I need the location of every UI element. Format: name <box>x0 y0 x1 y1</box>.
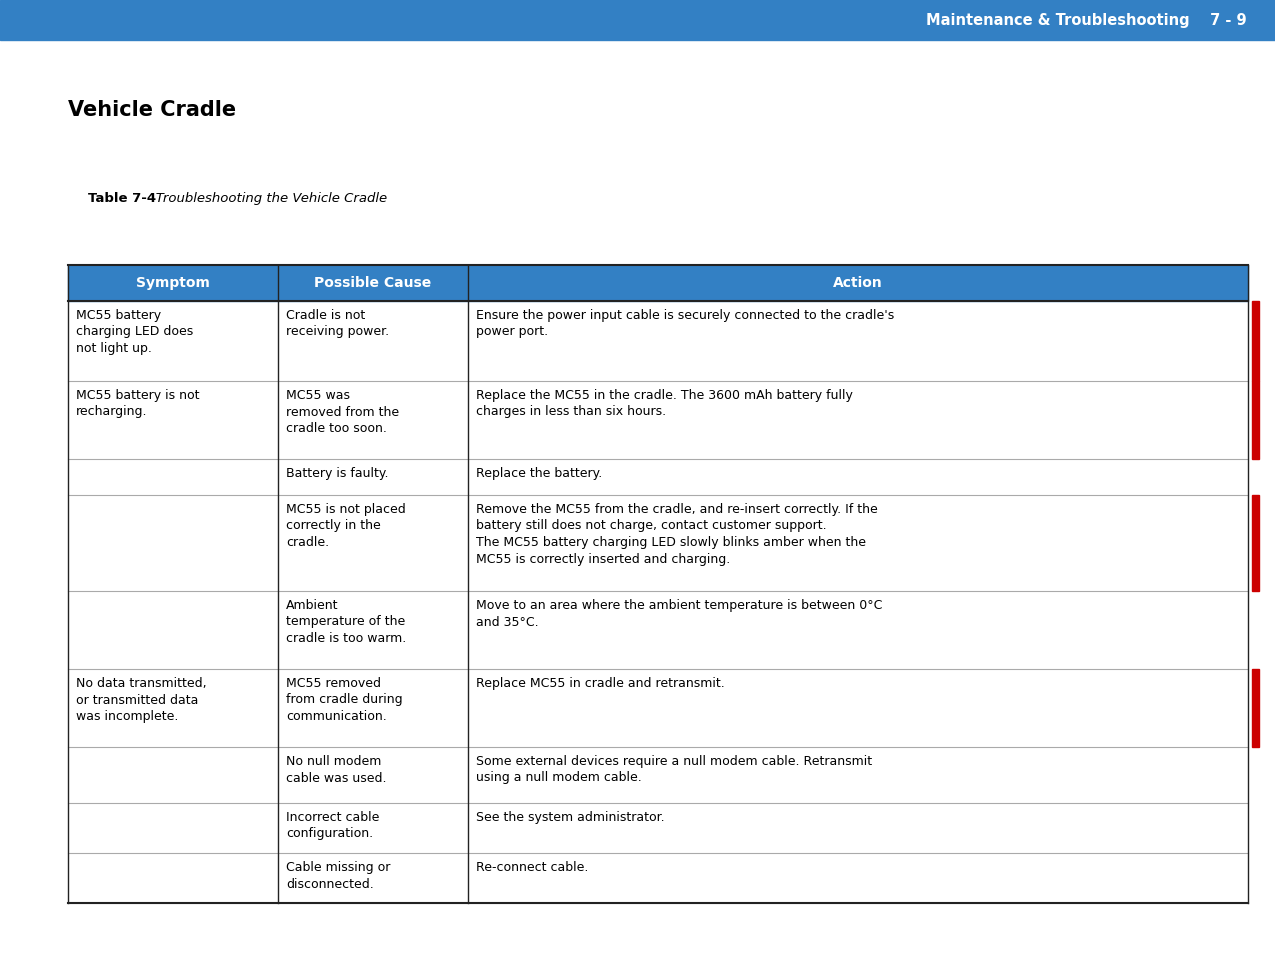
Text: MC55 removed
from cradle during
communication.: MC55 removed from cradle during communic… <box>286 677 403 723</box>
Text: MC55 was
removed from the
cradle too soon.: MC55 was removed from the cradle too soo… <box>286 389 399 435</box>
Bar <box>68 459 1248 495</box>
Text: Incorrect cable
configuration.: Incorrect cable configuration. <box>286 811 380 840</box>
Text: MC55 is not placed
correctly in the
cradle.: MC55 is not placed correctly in the crad… <box>286 503 405 549</box>
Text: No null modem
cable was used.: No null modem cable was used. <box>286 755 386 785</box>
Bar <box>68 853 1248 903</box>
Bar <box>1252 495 1258 591</box>
Text: Ambient
temperature of the
cradle is too warm.: Ambient temperature of the cradle is too… <box>286 599 407 645</box>
Text: Replace MC55 in cradle and retransmit.: Replace MC55 in cradle and retransmit. <box>476 677 724 690</box>
Text: Cable missing or
disconnected.: Cable missing or disconnected. <box>286 861 390 890</box>
Text: Symptom: Symptom <box>136 276 210 290</box>
Bar <box>68 669 1248 747</box>
Bar <box>68 301 1248 381</box>
Text: MC55 battery
charging LED does
not light up.: MC55 battery charging LED does not light… <box>76 309 194 355</box>
Text: Battery is faulty.: Battery is faulty. <box>286 467 389 480</box>
Text: Table 7-4: Table 7-4 <box>88 192 156 205</box>
Text: Vehicle Cradle: Vehicle Cradle <box>68 100 236 120</box>
Text: No data transmitted,
or transmitted data
was incomplete.: No data transmitted, or transmitted data… <box>76 677 207 723</box>
Bar <box>68 381 1248 459</box>
Text: Move to an area where the ambient temperature is between 0°C
and 35°C.: Move to an area where the ambient temper… <box>476 599 882 628</box>
Bar <box>1252 669 1258 747</box>
Bar <box>68 803 1248 853</box>
Bar <box>68 591 1248 669</box>
Text: See the system administrator.: See the system administrator. <box>476 811 664 824</box>
Text: Possible Cause: Possible Cause <box>315 276 432 290</box>
Text: MC55 battery is not
recharging.: MC55 battery is not recharging. <box>76 389 199 419</box>
Bar <box>1252 381 1258 459</box>
Text: Remove the MC55 from the cradle, and re-insert correctly. If the
battery still d: Remove the MC55 from the cradle, and re-… <box>476 503 877 566</box>
Text: Some external devices require a null modem cable. Retransmit
using a null modem : Some external devices require a null mod… <box>476 755 872 785</box>
Text: Replace the battery.: Replace the battery. <box>476 467 602 480</box>
Text: Troubleshooting the Vehicle Cradle: Troubleshooting the Vehicle Cradle <box>143 192 388 205</box>
Text: Ensure the power input cable is securely connected to the cradle's
power port.: Ensure the power input cable is securely… <box>476 309 894 338</box>
Text: Maintenance & Troubleshooting    7 - 9: Maintenance & Troubleshooting 7 - 9 <box>927 12 1247 28</box>
Text: Replace the MC55 in the cradle. The 3600 mAh battery fully
charges in less than : Replace the MC55 in the cradle. The 3600… <box>476 389 853 419</box>
Bar <box>68 265 1248 301</box>
Bar <box>0 0 1275 40</box>
Text: Re-connect cable.: Re-connect cable. <box>476 861 588 874</box>
Bar <box>68 747 1248 803</box>
Bar <box>1252 301 1258 381</box>
Bar <box>68 495 1248 591</box>
Text: DRAFT: DRAFT <box>451 434 864 734</box>
Text: Action: Action <box>833 276 882 290</box>
Text: Cradle is not
receiving power.: Cradle is not receiving power. <box>286 309 389 338</box>
